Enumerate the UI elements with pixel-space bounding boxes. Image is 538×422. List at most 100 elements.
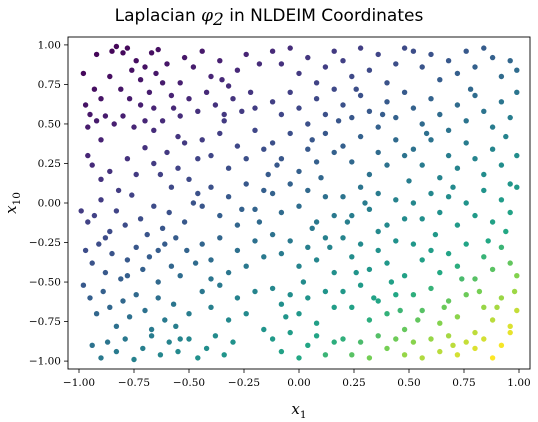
scatter-point bbox=[340, 102, 346, 108]
scatter-point bbox=[498, 295, 505, 301]
scatter-point bbox=[353, 86, 359, 92]
scatter-point bbox=[186, 176, 192, 182]
scatter-point bbox=[133, 292, 139, 298]
scatter-point bbox=[445, 333, 452, 339]
scatter-point bbox=[217, 58, 223, 64]
scatter-point bbox=[115, 187, 122, 194]
scatter-point bbox=[131, 356, 137, 363]
scatter-point bbox=[463, 48, 469, 54]
scatter-point bbox=[269, 140, 276, 146]
scatter-point bbox=[375, 333, 381, 339]
scatter-point bbox=[410, 292, 417, 298]
scatter-point bbox=[296, 355, 302, 361]
scatter-point bbox=[349, 304, 355, 310]
scatter-point bbox=[313, 96, 320, 102]
x-tick-label: 0.25 bbox=[342, 377, 365, 389]
scatter-point bbox=[463, 140, 469, 146]
scatter-point bbox=[371, 295, 377, 301]
scatter-point bbox=[384, 260, 390, 266]
scatter-point bbox=[234, 247, 241, 254]
scatter-point bbox=[481, 108, 487, 115]
scatter-points bbox=[78, 43, 520, 363]
scatter-point bbox=[269, 48, 276, 54]
scatter-point bbox=[309, 137, 315, 143]
scatter-point bbox=[472, 212, 478, 219]
scatter-point bbox=[80, 282, 87, 288]
scatter-point bbox=[148, 333, 155, 339]
scatter-point bbox=[239, 206, 245, 212]
scatter-point bbox=[305, 295, 311, 301]
scatter-point bbox=[208, 184, 214, 190]
scatter-point bbox=[113, 208, 120, 214]
scatter-point bbox=[445, 127, 452, 133]
scatter-point bbox=[472, 92, 478, 99]
scatter-point bbox=[164, 61, 170, 67]
scatter-point bbox=[212, 333, 219, 339]
scatter-point bbox=[401, 152, 408, 159]
scatter-point bbox=[124, 273, 131, 279]
scatter-point bbox=[393, 292, 399, 298]
scatter-point bbox=[375, 51, 381, 58]
scatter-point bbox=[155, 46, 161, 53]
scatter-point bbox=[384, 99, 390, 105]
scatter-point bbox=[269, 231, 276, 238]
y-tick-label: −0.75 bbox=[29, 316, 61, 328]
scatter-point bbox=[445, 194, 452, 200]
scatter-point bbox=[437, 77, 443, 83]
scatter-point bbox=[419, 64, 425, 70]
scatter-point bbox=[401, 326, 408, 333]
scatter-point bbox=[208, 276, 214, 282]
scatter-point bbox=[87, 111, 93, 118]
scatter-point bbox=[472, 329, 478, 336]
scatter-point bbox=[175, 165, 181, 171]
scatter-point bbox=[133, 171, 139, 178]
scatter-point bbox=[278, 250, 285, 257]
scatter-point bbox=[269, 99, 276, 105]
scatter-point bbox=[278, 301, 285, 307]
scatter-point bbox=[137, 77, 144, 83]
scatter-point bbox=[166, 209, 172, 216]
scatter-point bbox=[437, 209, 443, 216]
scatter-point bbox=[208, 152, 214, 159]
y-tick-label: 0.75 bbox=[38, 79, 61, 91]
scatter-point bbox=[208, 304, 214, 310]
scatter-point bbox=[256, 61, 263, 67]
plot-frame bbox=[67, 36, 531, 370]
scatter-point bbox=[481, 187, 487, 194]
scatter-point bbox=[168, 92, 175, 99]
x-tick-label: −0.75 bbox=[118, 377, 150, 389]
scatter-point bbox=[514, 67, 520, 73]
scatter-point bbox=[322, 111, 329, 118]
y-axis-label-base: x bbox=[2, 205, 20, 214]
scatter-point bbox=[393, 114, 399, 121]
scatter-point bbox=[137, 102, 144, 108]
scatter-point bbox=[287, 89, 293, 96]
scatter-point bbox=[375, 124, 381, 130]
scatter-point bbox=[199, 137, 205, 143]
scatter-point bbox=[98, 197, 104, 203]
scatter-point bbox=[366, 266, 373, 273]
scatter-point bbox=[445, 298, 452, 304]
chart-title: Laplacian φ2 in NLDEIM Coordinates bbox=[115, 6, 424, 30]
chart-title-suffix: in NLDEIM Coordinates bbox=[224, 6, 424, 26]
scatter-point bbox=[195, 156, 201, 162]
scatter-point bbox=[305, 54, 311, 61]
scatter-point bbox=[217, 235, 223, 241]
scatter-point bbox=[454, 263, 461, 269]
scatter-point bbox=[100, 288, 106, 295]
scatter-point bbox=[401, 89, 408, 96]
x-axis-label-sub: 1 bbox=[300, 409, 307, 421]
scatter-point bbox=[419, 216, 425, 222]
scatter-point bbox=[252, 127, 258, 133]
scatter-point bbox=[384, 162, 390, 168]
scatter-point bbox=[82, 102, 89, 108]
scatter-point bbox=[357, 45, 364, 51]
scatter-point bbox=[507, 260, 513, 266]
scatter-point bbox=[142, 307, 148, 314]
scatter-point bbox=[437, 320, 443, 326]
scatter-point bbox=[437, 348, 443, 355]
scatter-point bbox=[283, 314, 289, 320]
scatter-point bbox=[353, 269, 359, 276]
scatter-point bbox=[113, 43, 120, 50]
scatter-point bbox=[192, 260, 199, 266]
